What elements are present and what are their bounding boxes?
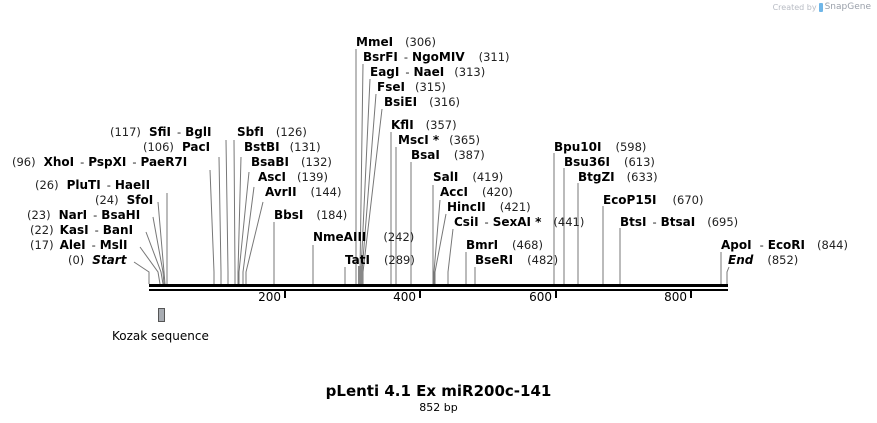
site-labels-left[interactable]: (0) Start (17) AleI - MslI (22) KasI - BanI (23… xyxy=(12,125,211,267)
site-label-kfli[interactable]: KflI (357) xyxy=(391,118,457,132)
tick-label: 600 xyxy=(529,290,552,304)
site-label-bsu36i[interactable]: Bsu36I (613) xyxy=(564,155,655,169)
site-label-xhoi[interactable]: (96) XhoI - PspXI - PaeR7I xyxy=(12,155,187,169)
site-label-bsai[interactable]: BsaI (387) xyxy=(411,148,485,162)
site-label-sfoi[interactable]: (24) SfoI xyxy=(95,193,153,207)
site-label-bseri[interactable]: BseRI (482) xyxy=(475,253,558,267)
tick-800 xyxy=(690,291,692,298)
site-label-hincii[interactable]: HincII (421) xyxy=(447,200,531,214)
site-label-bsiei[interactable]: BsiEI (316) xyxy=(384,95,460,109)
site-label-acci[interactable]: AccI (420) xyxy=(440,185,513,199)
snapgene-logo-icon xyxy=(818,2,823,12)
site-label-start[interactable]: (0) Start xyxy=(68,253,128,267)
site-label-bsrfi[interactable]: BsrFI - NgoMIV (311) xyxy=(363,50,510,64)
site-label-alei[interactable]: (17) AleI - MslI xyxy=(30,238,127,252)
site-label-bsabi[interactable]: BsaBI (132) xyxy=(251,155,332,169)
tick-400 xyxy=(419,291,421,298)
site-label-sfii[interactable]: (117) SfiI - BglI xyxy=(110,125,211,139)
backbone-top-strand xyxy=(149,284,728,287)
site-label-ecop15i[interactable]: EcoP15I (670) xyxy=(603,193,703,207)
site-label-paci[interactable]: (106) PacI xyxy=(143,140,210,154)
site-label-bpu10i[interactable]: Bpu10I (598) xyxy=(554,140,646,154)
site-label-bmri[interactable]: BmrI (468) xyxy=(466,238,543,252)
site-label-bbsi[interactable]: BbsI (184) xyxy=(274,208,347,222)
site-label-btsi[interactable]: BtsI - BtsaI (695) xyxy=(620,215,738,229)
site-label-asci[interactable]: AscI (139) xyxy=(258,170,328,184)
site-label-apoi[interactable]: ApoI - EcoRI (844) xyxy=(721,238,848,252)
site-label-msci[interactable]: MscI * (365) xyxy=(398,133,480,147)
site-label-sali[interactable]: SalI (419) xyxy=(433,170,503,184)
tick-600 xyxy=(555,291,557,298)
kozak-feature-label: Kozak sequence xyxy=(112,329,209,343)
site-label-eagi[interactable]: EagI - NaeI (313) xyxy=(370,65,485,79)
site-label-bstbi[interactable]: BstBI (131) xyxy=(244,140,321,154)
tick-label: 400 xyxy=(393,290,416,304)
site-density-marker xyxy=(358,266,363,285)
site-label-fsei[interactable]: FseI (315) xyxy=(377,80,446,94)
map-length: 852 bp xyxy=(419,401,458,414)
site-label-end[interactable]: End (852) xyxy=(728,253,798,267)
tick-200 xyxy=(284,291,286,298)
site-label-pluti[interactable]: (26) PluTI - HaeII xyxy=(35,178,150,192)
site-label-nari[interactable]: (23) NarI - BsaHI xyxy=(27,208,140,222)
site-label-mmei[interactable]: MmeI (306) xyxy=(356,35,436,49)
credit-prefix: Created by xyxy=(772,2,817,12)
site-label-btgzi[interactable]: BtgZI (633) xyxy=(578,170,658,184)
site-label-avrii[interactable]: AvrII (144) xyxy=(265,185,341,199)
tick-label: 200 xyxy=(258,290,281,304)
site-label-csii[interactable]: CsiI - SexAI * (441) xyxy=(454,215,584,229)
site-label-sbfi[interactable]: SbfI (126) xyxy=(237,125,307,139)
site-label-kasi[interactable]: (22) KasI - BanI xyxy=(30,223,133,237)
credit-brand: SnapGene xyxy=(824,2,871,12)
map-title: pLenti 4.1 Ex miR200c-141 xyxy=(325,382,552,400)
site-label-tati[interactable]: TatI (289) xyxy=(345,253,415,267)
backbone-bottom-strand xyxy=(149,289,728,291)
ruler: 200 400 600 800 xyxy=(258,290,692,304)
site-labels-right[interactable]: SbfI (126) BstBI (131) BsaBI (132) AscI (139… xyxy=(237,35,848,267)
kozak-feature[interactable] xyxy=(158,308,165,322)
site-label-nmeaiii[interactable]: NmeAIII (242) xyxy=(313,230,414,244)
tick-label: 800 xyxy=(664,290,687,304)
snapgene-credit: Created by SnapGene xyxy=(773,2,871,12)
